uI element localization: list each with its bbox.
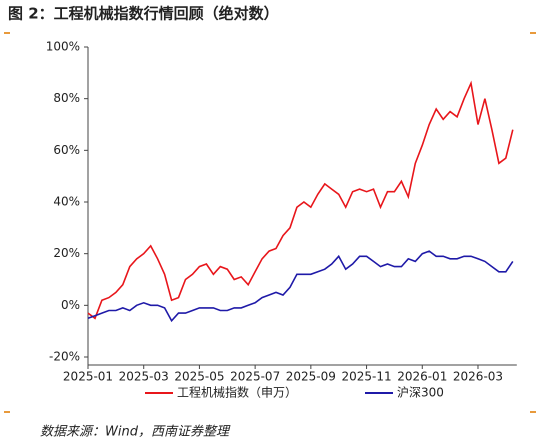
x-tick-label: 2025-07	[230, 370, 280, 384]
x-tick-label: 2025-05	[174, 370, 224, 384]
legend-label: 沪深300	[397, 386, 444, 400]
chart-title: 图 2：工程机械指数行情回顾（绝对数）	[8, 5, 279, 23]
series-line	[87, 250, 514, 323]
x-tick-label: 2026-03	[453, 370, 503, 384]
y-tick-label: 20%	[53, 246, 80, 260]
x-tick-label: 2025-11	[341, 370, 391, 384]
series-line	[87, 80, 514, 320]
x-tick-label: 2025-01	[63, 370, 113, 384]
legend-label: 工程机械指数（申万）	[177, 385, 297, 400]
y-tick-label: -20%	[49, 350, 80, 364]
y-tick-label: 100%	[46, 40, 80, 54]
x-tick-label: 2026-01	[397, 370, 447, 384]
x-tick-label: 2025-09	[286, 370, 336, 384]
x-tick-label: 2025-03	[119, 370, 169, 384]
source: 数据来源：Wind，西南证券整理	[40, 425, 231, 440]
y-tick-label: 80%	[53, 91, 80, 105]
y-tick-label: 0%	[61, 298, 80, 312]
y-tick-label: 40%	[53, 195, 80, 209]
y-tick-label: 60%	[53, 143, 80, 157]
